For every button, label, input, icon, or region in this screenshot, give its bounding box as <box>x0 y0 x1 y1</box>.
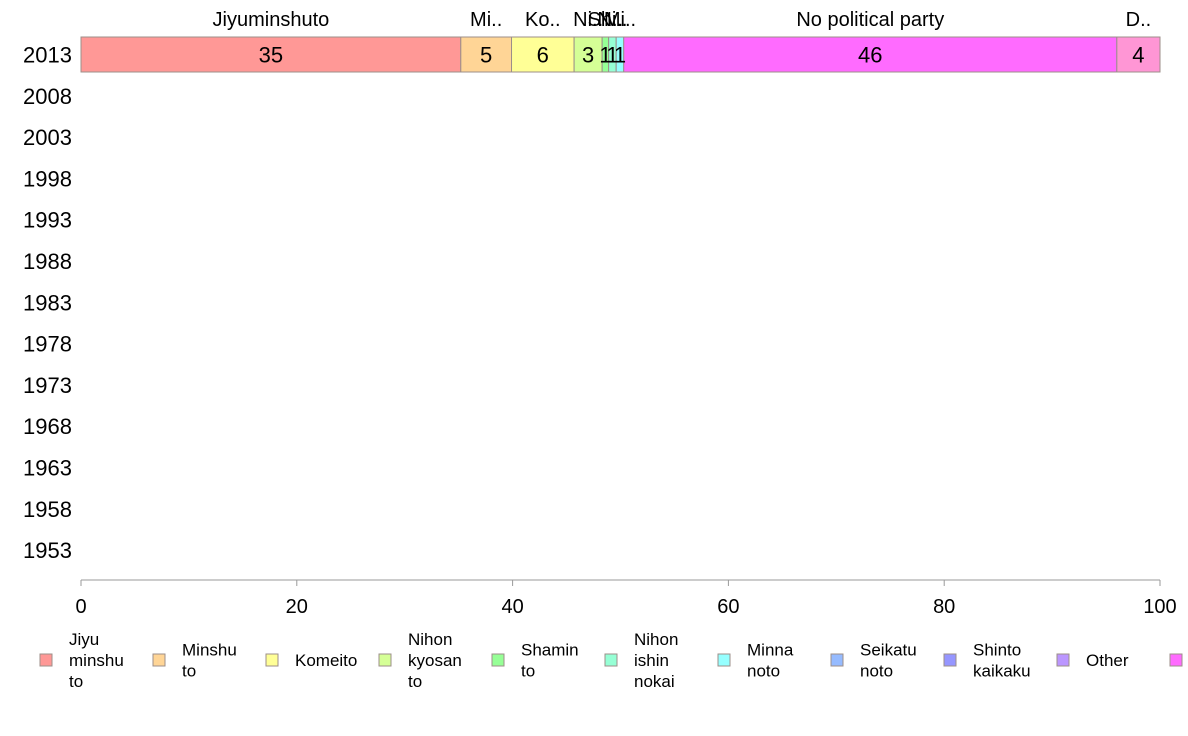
legend-swatch <box>491 653 505 667</box>
y-tick-label: 1983 <box>23 290 72 315</box>
segment-data-labels: 35 5 6 3 111 46 4 <box>259 43 1145 68</box>
bar-segment <box>1116 36 1161 73</box>
legend-swatch <box>604 653 618 667</box>
x-tick-label: 80 <box>933 596 955 618</box>
segment-top-labels: Jiyuminshuto Mi.. Ko.. Ni..Sh..Ni..Mi.. No p… <box>213 9 1152 31</box>
legend-label: Seikatu noto <box>860 641 917 681</box>
y-tick-label: 1953 <box>23 538 72 563</box>
bar-data-label: 1 <box>614 43 626 68</box>
bar-data-label: 5 <box>480 43 492 68</box>
x-tick-label: 60 <box>717 596 739 618</box>
bar-top-label: Mi.. <box>604 9 636 31</box>
y-tick-label: 2008 <box>23 84 72 109</box>
bar-data-label: 3 <box>582 43 594 68</box>
bar-data-label: 35 <box>259 43 283 68</box>
bar-top-label: No political party <box>796 9 944 31</box>
bars-layer <box>80 36 1161 73</box>
bar-segment <box>460 36 513 73</box>
bar-data-label: 6 <box>537 43 549 68</box>
y-tick-label: 1998 <box>23 166 72 191</box>
y-tick-label: 1988 <box>23 249 72 274</box>
legend-swatch <box>943 653 957 667</box>
legend-label: Jiyu minshu to <box>69 630 124 691</box>
legend-swatch <box>152 653 166 667</box>
y-tick-label: 2003 <box>23 125 72 150</box>
legend-label: Shinto kaikaku <box>973 641 1031 681</box>
bar-segment <box>511 36 575 73</box>
x-tick-label: 40 <box>501 596 523 618</box>
x-tick-label: 20 <box>286 596 308 618</box>
legend-swatch <box>830 653 844 667</box>
x-tick-label: 100 <box>1143 596 1176 618</box>
y-tick-label: 1973 <box>23 373 72 398</box>
bar-segment <box>623 36 1118 73</box>
bar-top-label: Ko.. <box>525 9 561 31</box>
bar-top-label: Jiyuminshuto <box>213 9 330 31</box>
bar-top-label: Ni.. <box>597 9 627 31</box>
y-tick-label: 1963 <box>23 456 72 481</box>
legend-swatch <box>717 653 731 667</box>
x-tick-label: 0 <box>75 596 86 618</box>
legend-swatch <box>39 653 53 667</box>
legend-swatch <box>265 653 279 667</box>
legend-label: Komeito <box>295 651 357 670</box>
y-tick-label: 1958 <box>23 497 72 522</box>
y-axis-labels: 2013 2008 2003 1998 1993 1988 1983 1978 1973 1968… <box>23 43 72 564</box>
bar-data-label: 46 <box>858 43 882 68</box>
bar-top-label: Sh.. <box>588 9 624 31</box>
legend-label: Nihon kyosan to <box>408 630 462 691</box>
y-tick-label: 1968 <box>23 414 72 439</box>
bar-top-label: Ni.. <box>573 9 603 31</box>
legend-label: Minshu to <box>182 641 237 681</box>
legend: Jiyu minshu to Minshu to Komeito Nihon kyosan to… <box>39 630 1183 691</box>
legend-label: Shamin to <box>521 641 579 681</box>
legend-swatch <box>378 653 392 667</box>
legend-swatch <box>1056 653 1070 667</box>
x-axis: 0 20 40 60 80 100 <box>75 579 1177 618</box>
legend-label: Nihon ishin nokai <box>634 630 678 691</box>
bar-segment <box>80 36 462 73</box>
bar-data-label: 1 <box>599 43 611 68</box>
bar-data-label: 4 <box>1132 43 1144 68</box>
y-tick-label: 1993 <box>23 208 72 233</box>
bar-top-label: D.. <box>1126 9 1152 31</box>
legend-swatch <box>1169 653 1183 667</box>
legend-label: Other <box>1086 651 1129 670</box>
y-tick-label: 2013 <box>23 43 72 68</box>
bar-data-label: 1 <box>606 43 618 68</box>
bar-top-label: Mi.. <box>470 9 502 31</box>
y-tick-label: 1978 <box>23 332 72 357</box>
legend-label: Minna noto <box>747 641 794 681</box>
